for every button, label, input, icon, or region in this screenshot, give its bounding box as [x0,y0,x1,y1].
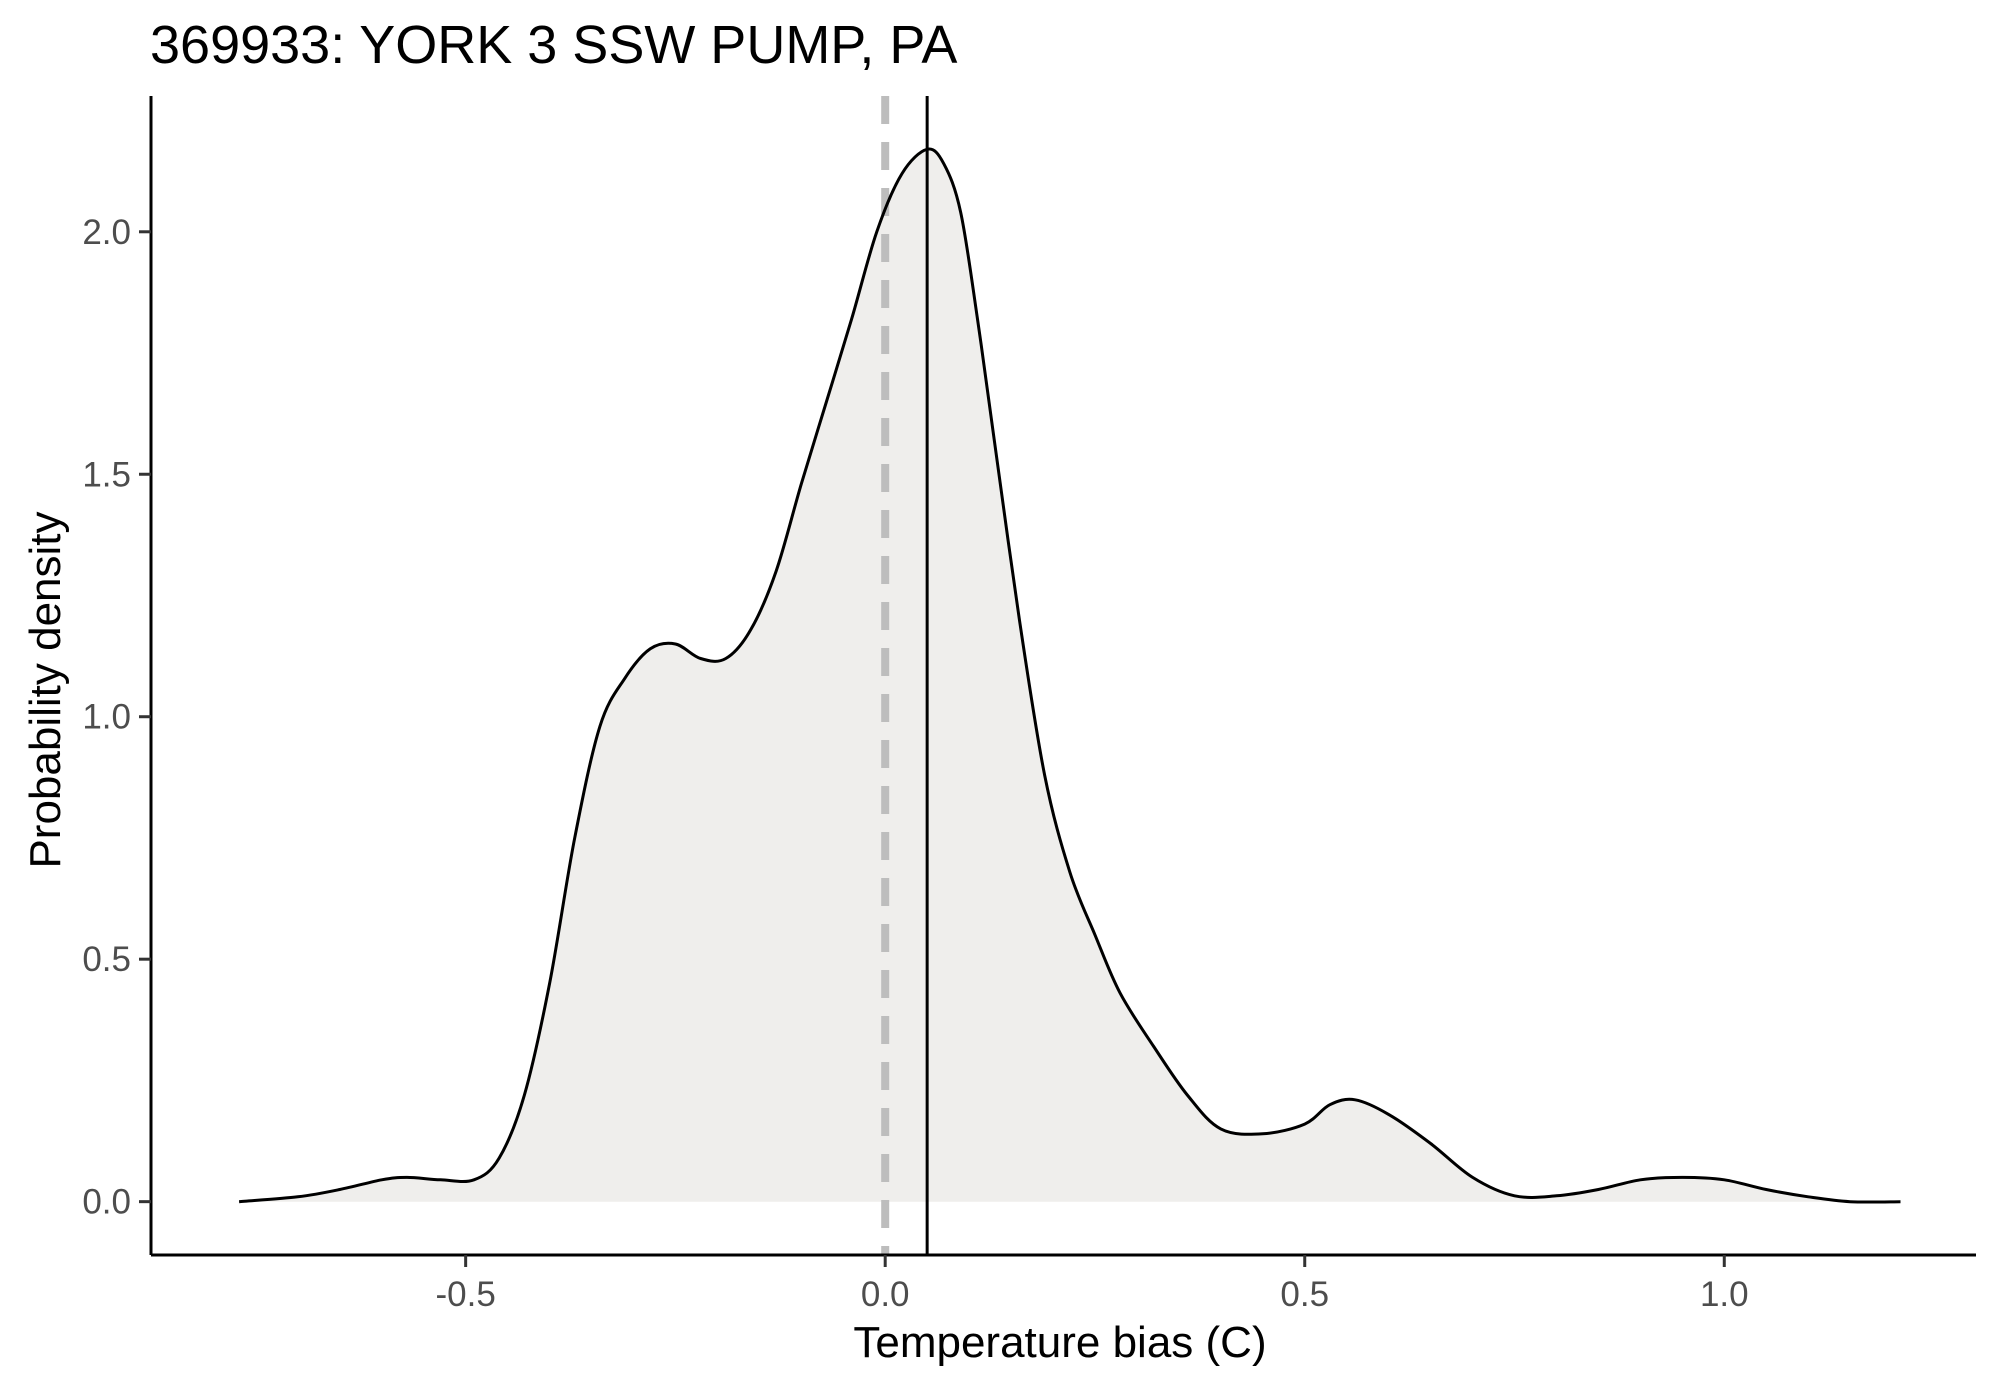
y-tick-label: 1.0 [82,698,131,737]
x-tick-label: 0.0 [861,1275,910,1314]
y-tick-label: 0.5 [82,940,131,979]
x-tick-label: -0.5 [435,1275,495,1314]
y-tick-label: 0.0 [82,1183,131,1222]
y-tick-label: 1.5 [82,455,131,494]
chart-title: 369933: YORK 3 SSW PUMP, PA [150,15,958,75]
density-curve [238,147,1901,1204]
density-area [239,149,1901,1203]
y-tick-label: 2.0 [82,213,131,252]
x-axis-label: Temperature bias (C) [853,1318,1267,1367]
x-tick-label: 1.0 [1700,1275,1749,1314]
x-tick-label: 0.5 [1280,1275,1329,1314]
